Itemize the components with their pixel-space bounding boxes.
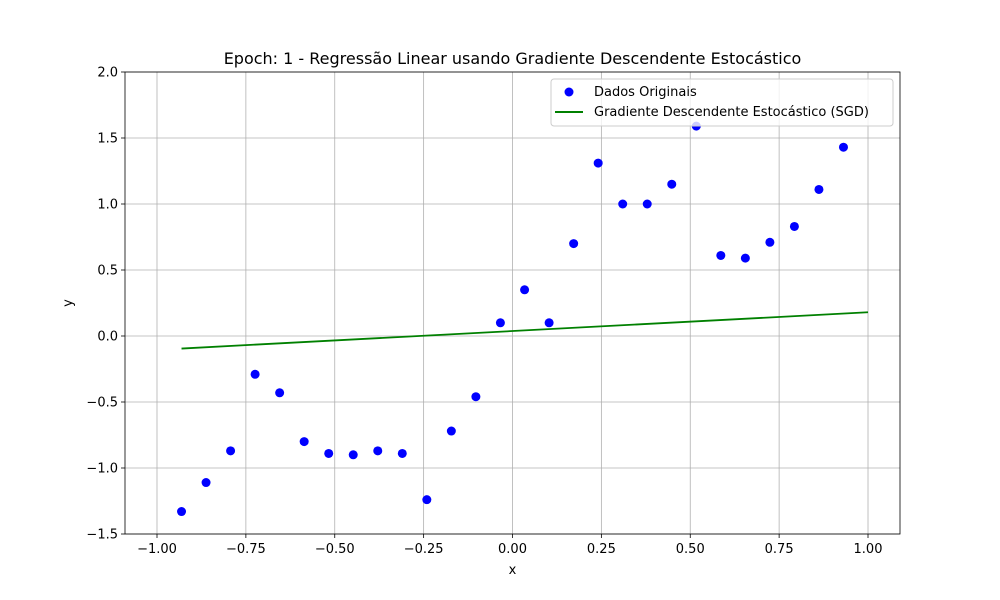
- data-point: [618, 199, 628, 209]
- plot-area: [124, 71, 901, 535]
- sgd-line-layer: [181, 311, 869, 350]
- data-point: [814, 184, 824, 194]
- x-tick-label: −0.50: [315, 542, 355, 557]
- data-point: [667, 179, 677, 189]
- data-point: [348, 450, 358, 460]
- data-point: [446, 426, 456, 436]
- legend-box: [550, 78, 894, 127]
- data-point: [789, 221, 799, 231]
- data-point: [397, 448, 407, 458]
- data-point: [250, 369, 260, 379]
- y-tick-label: −1.5: [86, 528, 118, 543]
- y-axis: −1.5 −1.0 −0.5 0.0 0.5 1.0 1.5 2.0: [86, 66, 125, 543]
- sgd-regression-line: [181, 311, 869, 350]
- x-tick-label: 0.25: [587, 542, 616, 557]
- legend-label-sgd: Gradiente Descendente Estocástico (SGD): [594, 105, 869, 120]
- data-point: [838, 142, 848, 152]
- data-point: [544, 318, 554, 328]
- x-tick-label: −0.75: [226, 542, 266, 557]
- y-tick-label: 0.5: [97, 264, 118, 279]
- y-tick-label: −0.5: [86, 396, 118, 411]
- y-tick-label: 2.0: [97, 66, 118, 81]
- chart-title: Epoch: 1 - Regressão Linear usando Gradi…: [224, 49, 802, 68]
- data-point: [642, 199, 652, 209]
- data-point: [422, 495, 432, 505]
- data-point: [299, 437, 309, 447]
- data-point: [471, 392, 481, 402]
- data-point: [275, 388, 285, 398]
- y-tick-label: 1.0: [97, 198, 118, 213]
- legend-label-dados-originais: Dados Originais: [594, 85, 697, 100]
- x-tick-label: 1.00: [854, 542, 883, 557]
- data-point: [569, 239, 579, 249]
- data-point: [177, 507, 187, 517]
- x-tick-label: −1.00: [137, 542, 177, 557]
- data-point: [593, 158, 603, 168]
- y-tick-label: −1.0: [86, 462, 118, 477]
- x-tick-label: 0.50: [676, 542, 705, 557]
- y-tick-label: 1.5: [97, 132, 118, 147]
- data-point: [201, 478, 211, 488]
- y-axis-label: y: [61, 299, 76, 307]
- data-point: [716, 250, 726, 260]
- data-point: [373, 446, 383, 456]
- data-point: [765, 237, 775, 247]
- legend-marker-dados-originais: [564, 87, 574, 97]
- scatter-points: [177, 121, 848, 517]
- x-axis: −1.00 −0.75 −0.50 −0.25 0.00 0.25 0.50 0.75 1.00: [137, 534, 882, 557]
- x-tick-label: 0.00: [498, 542, 527, 557]
- data-point: [520, 285, 530, 295]
- data-point: [495, 318, 505, 328]
- x-axis-label: x: [509, 563, 517, 578]
- x-tick-label: −0.25: [404, 542, 444, 557]
- x-tick-label: 0.75: [765, 542, 794, 557]
- data-point: [324, 448, 334, 458]
- data-point: [740, 253, 750, 263]
- legend: Dados Originais Gradiente Descendente Es…: [550, 78, 894, 127]
- data-point: [226, 446, 236, 456]
- y-tick-label: 0.0: [97, 330, 118, 345]
